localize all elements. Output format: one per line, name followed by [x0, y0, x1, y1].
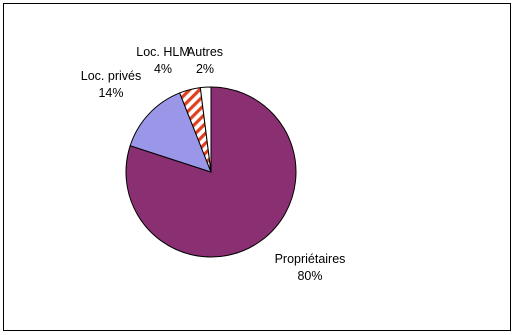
pie-slice-autres	[199, 86, 212, 173]
slice-value-loc-prives: 14%	[98, 86, 123, 100]
slice-value-loc-hlm: 4%	[154, 62, 172, 76]
slice-label-proprietaires: Propriétaires	[275, 252, 346, 266]
pie-slice-loc-priv-s	[129, 92, 212, 173]
slice-value-autres: 2%	[196, 62, 214, 76]
slice-label-loc-hlm: Loc. HLM	[136, 45, 190, 59]
slice-label-autres: Autres	[187, 45, 223, 59]
slice-label-loc-prives: Loc. privés	[81, 69, 141, 83]
slice-value-proprietaires: 80%	[297, 269, 322, 283]
